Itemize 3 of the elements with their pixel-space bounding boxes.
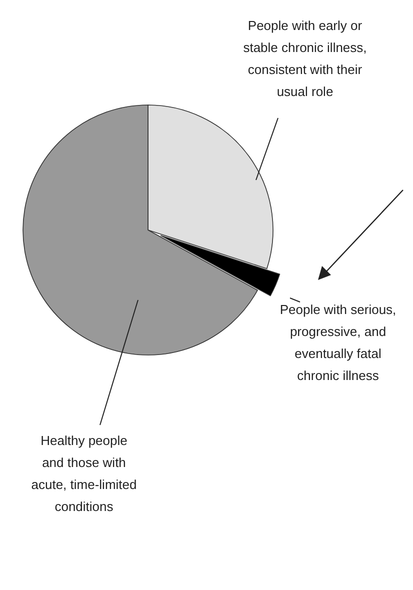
slice-label: People with serious, progressive, and eventually fatal chronic illness bbox=[280, 302, 396, 383]
slice-label: People with early or stable chronic illness, consistent with their usual role bbox=[243, 18, 367, 99]
slice-label: Healthy people and those with acute, time-limited conditions bbox=[31, 433, 137, 514]
